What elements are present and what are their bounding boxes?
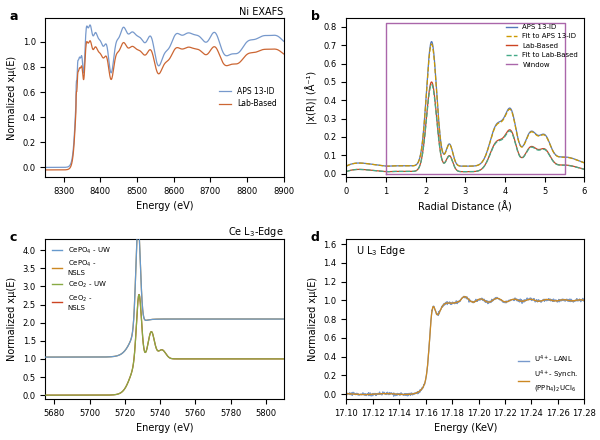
APS 13-ID: [280, 39, 287, 44]
Lab-Based: [247, 50, 254, 55]
Lab-Based: [56, 167, 64, 172]
Line: APS 13-ID: APS 13-ID: [46, 25, 284, 167]
APS 13-ID: [194, 33, 201, 38]
Lab-Based: [187, 45, 194, 50]
APS 13-ID: [187, 30, 194, 36]
Lab-Based: [42, 167, 49, 172]
X-axis label: Radial Distance (Å): Radial Distance (Å): [418, 202, 512, 213]
Lab-Based: [194, 47, 201, 52]
Legend: U$^{4+}$- LANL, U$^{4+}$- Synch.
(PPh$_4$)$_2$UCl$_6$: U$^{4+}$- LANL, U$^{4+}$- Synch. (PPh$_4…: [515, 352, 581, 395]
Text: Ce L$_3$-Edge: Ce L$_3$-Edge: [228, 225, 284, 239]
Text: d: d: [311, 231, 319, 244]
APS 13-ID: [86, 22, 94, 28]
X-axis label: Energy (eV): Energy (eV): [136, 202, 193, 212]
Y-axis label: |x(R)| (Å⁻¹): |x(R)| (Å⁻¹): [305, 71, 317, 124]
Line: Lab-Based: Lab-Based: [46, 41, 284, 170]
Legend: APS 13-ID, Lab-Based: APS 13-ID, Lab-Based: [217, 84, 280, 111]
Text: c: c: [10, 231, 17, 244]
APS 13-ID: [247, 37, 254, 43]
APS 13-ID: [42, 165, 49, 170]
Text: U L$_3$ Edge: U L$_3$ Edge: [356, 244, 406, 258]
Y-axis label: Normalized xμ(E): Normalized xμ(E): [308, 277, 317, 361]
Y-axis label: Normalized xμ(E): Normalized xμ(E): [7, 277, 17, 361]
X-axis label: Energy (eV): Energy (eV): [136, 423, 193, 433]
Lab-Based: [280, 51, 287, 56]
Text: b: b: [311, 10, 319, 23]
Legend: APS 13-ID, Fit to APS 13-ID, Lab-Based, Fit to Lab-Based, Window: APS 13-ID, Fit to APS 13-ID, Lab-Based, …: [503, 21, 581, 71]
APS 13-ID: [56, 165, 64, 170]
X-axis label: Energy (KeV): Energy (KeV): [434, 423, 497, 433]
Y-axis label: Normalized xμ(E): Normalized xμ(E): [7, 55, 17, 139]
Lab-Based: [223, 63, 230, 68]
Text: Ni EXAFS: Ni EXAFS: [239, 7, 284, 17]
Lab-Based: [181, 46, 188, 51]
APS 13-ID: [223, 53, 230, 59]
Legend: CePO$_4$ - UW, CePO$_4$ -
NSLS, CeO$_2$ - UW, CeO$_2$ -
NSLS: CePO$_4$ - UW, CePO$_4$ - NSLS, CeO$_2$ …: [49, 243, 113, 314]
APS 13-ID: [181, 32, 188, 37]
Lab-Based: [86, 38, 94, 44]
Text: a: a: [10, 10, 18, 23]
